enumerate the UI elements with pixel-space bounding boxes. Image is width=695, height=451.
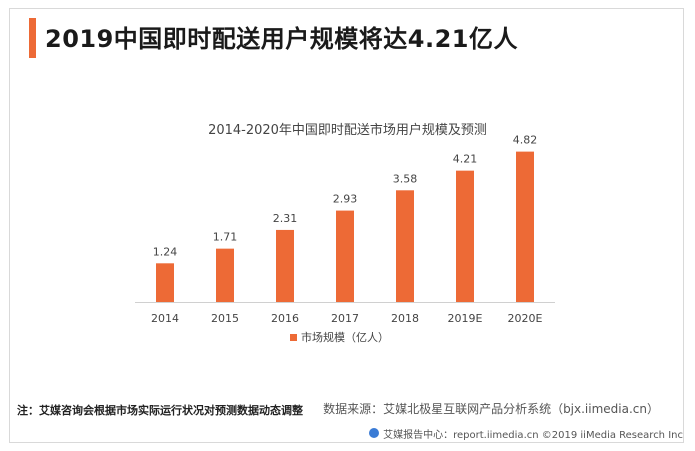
data-label-2016: 2.31 xyxy=(273,212,298,225)
bar-2018 xyxy=(396,190,414,302)
data-label-2017: 2.93 xyxy=(333,193,358,206)
x-tick-2019E: 2019E xyxy=(448,312,483,325)
iimedia-logo-icon xyxy=(369,428,380,438)
chart-title: 2014-2020年中国即时配送市场用户规模及预测 xyxy=(208,123,487,138)
legend-label: 市场规模（亿人） xyxy=(301,331,389,344)
page-title: 2019中国即时配送用户规模将达4.21亿人 xyxy=(45,25,519,53)
x-tick-2014: 2014 xyxy=(151,312,179,325)
footer-text: 艾媒报告中心：report.iimedia.cn ©2019 iiMedia R… xyxy=(383,429,683,441)
bar-2015 xyxy=(216,248,234,302)
x-tick-2017: 2017 xyxy=(331,312,359,325)
x-tick-2020E: 2020E xyxy=(508,312,543,325)
chart-legend: 市场规模（亿人） xyxy=(290,329,389,345)
bar-2019E xyxy=(456,170,474,302)
footer: 艾媒报告中心：report.iimedia.cn ©2019 iiMedia R… xyxy=(369,424,683,442)
title-accent-bar xyxy=(29,18,36,58)
data-label-2014: 1.24 xyxy=(153,245,178,258)
data-label-2019E: 4.21 xyxy=(453,153,478,166)
data-source: 数据来源：艾媒北极星互联网产品分析系统（bjx.iimedia.cn） xyxy=(323,402,659,416)
data-label-2018: 3.58 xyxy=(393,172,418,185)
bar-2016 xyxy=(276,229,294,302)
content-frame xyxy=(9,8,684,443)
x-tick-2018: 2018 xyxy=(391,312,419,325)
bar-2017 xyxy=(336,210,354,302)
bar-2014 xyxy=(156,263,174,302)
data-label-2015: 1.71 xyxy=(213,231,238,244)
bar-2020E xyxy=(516,151,534,302)
forecast-note: 注：艾媒咨询会根据市场实际运行状况对预测数据动态调整 xyxy=(17,404,303,417)
legend-swatch xyxy=(290,333,297,341)
x-tick-2016: 2016 xyxy=(271,312,299,325)
x-tick-2015: 2015 xyxy=(211,312,239,325)
data-label-2020E: 4.82 xyxy=(513,134,538,147)
